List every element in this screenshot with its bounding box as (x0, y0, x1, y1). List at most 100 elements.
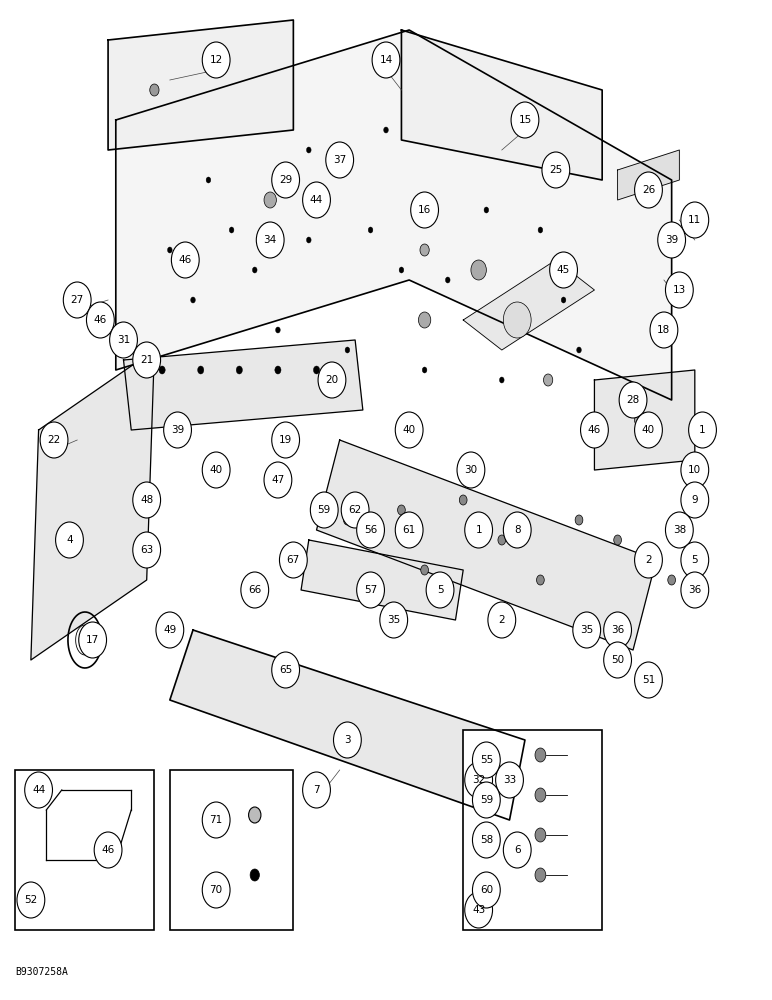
Text: 9: 9 (692, 495, 698, 505)
Circle shape (665, 272, 693, 308)
Circle shape (658, 222, 686, 258)
Circle shape (133, 342, 161, 378)
Circle shape (484, 207, 489, 213)
Text: 47: 47 (271, 475, 285, 485)
Circle shape (496, 762, 523, 798)
Circle shape (303, 772, 330, 808)
Circle shape (411, 192, 438, 228)
Circle shape (264, 192, 276, 208)
Circle shape (264, 462, 292, 498)
Circle shape (619, 382, 647, 418)
Text: 19: 19 (279, 435, 293, 445)
Circle shape (276, 327, 280, 333)
Circle shape (535, 748, 546, 762)
Text: 61: 61 (402, 525, 416, 535)
Circle shape (156, 612, 184, 648)
Circle shape (341, 492, 369, 528)
Text: 56: 56 (364, 525, 378, 535)
Circle shape (635, 172, 662, 208)
Circle shape (17, 882, 45, 918)
Text: 66: 66 (248, 585, 262, 595)
Circle shape (206, 177, 211, 183)
Text: 30: 30 (464, 465, 478, 475)
Polygon shape (618, 150, 679, 200)
Text: 6: 6 (514, 845, 520, 855)
Text: 39: 39 (171, 425, 185, 435)
Circle shape (543, 374, 553, 386)
Circle shape (236, 366, 242, 374)
Circle shape (573, 612, 601, 648)
Text: 70: 70 (209, 885, 223, 895)
Circle shape (420, 244, 429, 256)
Text: 44: 44 (310, 195, 323, 205)
Circle shape (303, 182, 330, 218)
Circle shape (472, 782, 500, 818)
Text: 52: 52 (24, 895, 38, 905)
Polygon shape (108, 20, 293, 150)
Text: 18: 18 (657, 325, 671, 335)
Text: 28: 28 (626, 395, 640, 405)
Circle shape (511, 102, 539, 138)
Text: 35: 35 (387, 615, 401, 625)
Circle shape (471, 260, 486, 280)
Circle shape (561, 297, 566, 303)
Circle shape (498, 535, 506, 545)
Text: 2: 2 (499, 615, 505, 625)
Circle shape (488, 602, 516, 638)
Text: 67: 67 (286, 555, 300, 565)
Text: 14: 14 (379, 55, 393, 65)
Circle shape (384, 127, 388, 133)
Text: 12: 12 (209, 55, 223, 65)
Circle shape (275, 366, 281, 374)
Circle shape (63, 282, 91, 318)
Text: 63: 63 (140, 545, 154, 555)
Polygon shape (170, 630, 525, 820)
Text: 57: 57 (364, 585, 378, 595)
Circle shape (537, 575, 544, 585)
Circle shape (171, 242, 199, 278)
Text: 46: 46 (93, 315, 107, 325)
Circle shape (133, 482, 161, 518)
Circle shape (422, 367, 427, 373)
Text: 50: 50 (611, 655, 625, 665)
Circle shape (542, 152, 570, 188)
Circle shape (614, 535, 621, 545)
Text: 5: 5 (692, 555, 698, 565)
Circle shape (110, 322, 137, 358)
Text: 59: 59 (479, 795, 493, 805)
Circle shape (202, 42, 230, 78)
Circle shape (681, 572, 709, 608)
Circle shape (681, 482, 709, 518)
Text: 40: 40 (642, 425, 655, 435)
Text: 48: 48 (140, 495, 154, 505)
Circle shape (550, 252, 577, 288)
Circle shape (252, 267, 257, 273)
Circle shape (318, 362, 346, 398)
Text: 2: 2 (645, 555, 652, 565)
Polygon shape (124, 340, 363, 430)
Circle shape (665, 512, 693, 548)
Circle shape (256, 222, 284, 258)
Circle shape (465, 512, 493, 548)
Circle shape (604, 642, 631, 678)
Circle shape (86, 302, 114, 338)
Text: 49: 49 (163, 625, 177, 635)
Text: 46: 46 (587, 425, 601, 435)
Circle shape (25, 772, 52, 808)
Circle shape (418, 312, 431, 328)
Circle shape (681, 452, 709, 488)
Text: 26: 26 (642, 185, 655, 195)
Circle shape (272, 162, 300, 198)
Text: 8: 8 (514, 525, 520, 535)
Circle shape (465, 892, 493, 928)
Circle shape (535, 868, 546, 882)
Circle shape (250, 869, 259, 881)
Text: 31: 31 (117, 335, 130, 345)
Text: 15: 15 (518, 115, 532, 125)
Text: 38: 38 (672, 525, 686, 535)
Text: 13: 13 (672, 285, 686, 295)
Text: 39: 39 (665, 235, 679, 245)
Circle shape (577, 347, 581, 353)
Circle shape (472, 822, 500, 858)
Polygon shape (463, 260, 594, 350)
